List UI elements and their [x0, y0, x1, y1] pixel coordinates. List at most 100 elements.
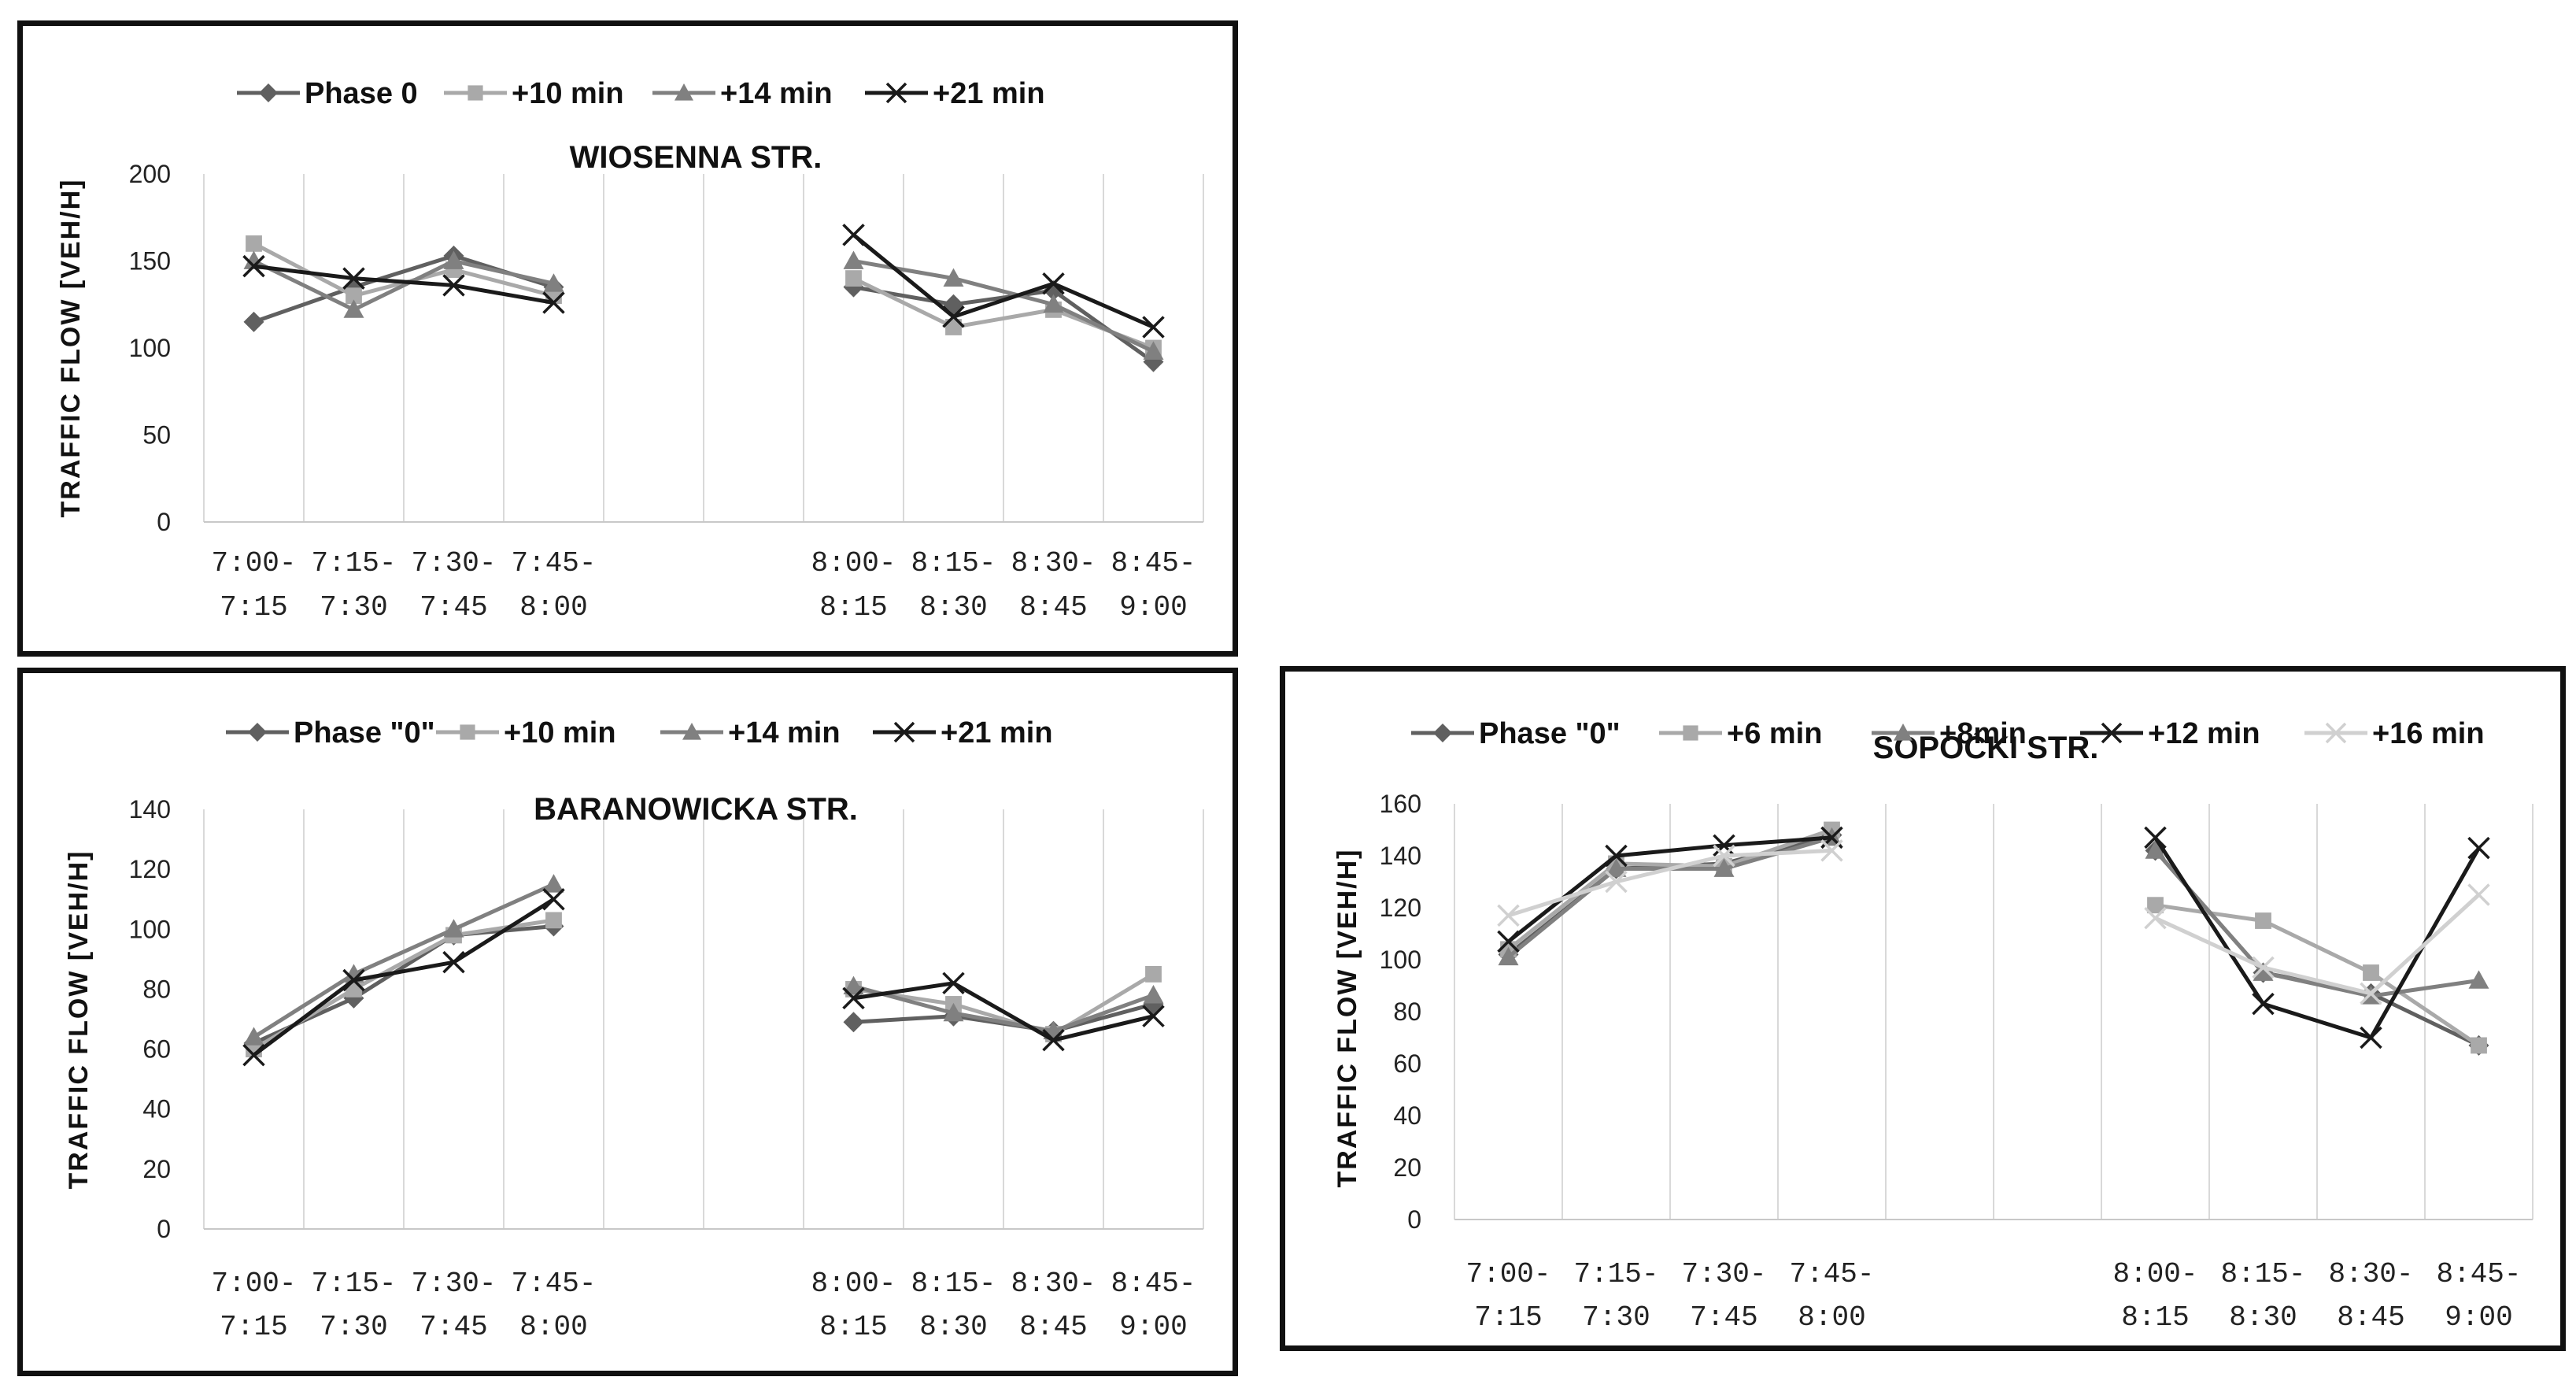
data-point — [543, 273, 564, 292]
y-tick-label: 160 — [1380, 790, 1421, 818]
data-point — [1142, 1005, 1165, 1027]
data-point — [346, 287, 362, 305]
y-tick-label: 200 — [129, 160, 171, 188]
data-point — [243, 311, 264, 332]
data-point — [2360, 1026, 2382, 1049]
x-tick-label: 7:15 — [220, 1311, 287, 1343]
data-point — [442, 950, 465, 974]
legend-marker — [2101, 722, 2123, 744]
y-tick-label: 20 — [142, 1155, 171, 1183]
x-tick-label: 7:45 — [1690, 1301, 1757, 1334]
series-line — [853, 259, 1155, 353]
legend-marker — [468, 85, 483, 101]
data-point — [1497, 930, 1520, 953]
x-tick-label: 9:00 — [1119, 591, 1187, 624]
series-line — [852, 233, 1155, 329]
legend-entry: +6 min — [1727, 717, 1822, 750]
x-tick-label: 8:15 — [819, 591, 887, 624]
data-point — [2360, 982, 2382, 1005]
x-tick-label: 7:45 — [419, 591, 487, 624]
series-line — [253, 264, 554, 305]
x-tick-label: 7:30 — [1582, 1301, 1650, 1334]
x-tick-label: 7:15- — [311, 547, 396, 579]
data-point — [842, 224, 865, 246]
data-point — [1142, 316, 1165, 339]
y-tick-label: 150 — [129, 247, 171, 276]
y-tick-label: 80 — [1393, 998, 1421, 1026]
y-tick-label: 80 — [142, 975, 171, 1003]
series-4 — [1497, 839, 2490, 1005]
legend-entry: +14 min — [720, 77, 833, 110]
x-tick-label: 8:00 — [1798, 1301, 1865, 1334]
legend-entry: +12 min — [2148, 717, 2260, 750]
legend-marker — [248, 723, 267, 742]
x-tick-label: 7:30 — [320, 591, 387, 624]
y-axis-label: TRAFFIC FLOW [VEH/H] — [64, 850, 94, 1190]
data-point — [242, 1043, 265, 1067]
x-tick-label: 7:30- — [1681, 1258, 1766, 1290]
legend-entry: +14 min — [728, 716, 841, 750]
chart-panel-wiosenna: 0 50 100 150 200 7:00- 7:15 7:15- 7:30 7:30- 7:45 7… — [17, 20, 1238, 657]
legend: Phase "0" +6 min +8min +12 min +16 min — [1411, 717, 2485, 750]
x-tick-label: 7:15 — [1474, 1301, 1542, 1334]
legend-entry: +10 min — [504, 716, 616, 750]
chart-sopocki: 0 20 40 60 80 100 120 140 160 7:00- 7:15 7:15- 7:30 7… — [1332, 717, 2533, 1334]
x-tick-label: 8:15 — [819, 1311, 887, 1343]
legend-marker — [885, 82, 907, 104]
data-point — [942, 305, 965, 328]
x-tick-label: 8:15 — [2121, 1301, 2189, 1334]
legend-entry: +8min — [1939, 717, 2027, 750]
x-tick-label: 9:00 — [1119, 1311, 1187, 1343]
series-line — [852, 984, 1155, 1034]
legend: Phase 0 +10 min +14 min +21 min — [237, 77, 1045, 110]
y-tick-label: 60 — [1393, 1049, 1421, 1078]
data-point — [542, 291, 565, 314]
x-tick-label: 8:30- — [1011, 547, 1096, 579]
data-point — [342, 968, 365, 992]
data-point — [2144, 906, 2167, 930]
data-point — [1713, 844, 1735, 868]
legend-entry: Phase 0 — [305, 77, 418, 110]
x-tick-label: 8:00 — [519, 1311, 587, 1343]
y-tick-label: 20 — [1393, 1153, 1421, 1182]
legend-marker — [1433, 724, 1452, 742]
series-line — [253, 898, 555, 1057]
legend-marker — [1683, 725, 1698, 741]
series-line — [253, 882, 555, 1039]
y-tick-label: 120 — [1380, 894, 1421, 922]
series-3 — [242, 887, 1165, 1067]
data-point — [1143, 985, 1164, 1004]
legend-marker — [682, 723, 701, 740]
legend-marker — [893, 721, 915, 743]
x-tick-label: 8:45 — [1019, 591, 1087, 624]
series-line — [2153, 849, 2479, 998]
legend-marker — [259, 83, 278, 102]
data-point — [542, 887, 565, 911]
data-point — [1043, 294, 1064, 313]
x-tick-label: 7:15 — [220, 591, 287, 624]
gridlines — [203, 174, 1204, 523]
legend-entry: +21 min — [941, 716, 1053, 750]
data-point — [1713, 858, 1735, 877]
data-point — [2468, 970, 2489, 989]
legend-entry: Phase "0" — [1479, 717, 1621, 750]
data-point — [2144, 826, 2167, 849]
data-point — [2363, 964, 2379, 981]
data-point — [1605, 870, 1628, 894]
x-tick-label: 8:15- — [911, 1268, 996, 1300]
data-point — [343, 987, 364, 1009]
x-tick-label: 7:15- — [1573, 1258, 1658, 1290]
y-tick-label: 60 — [142, 1035, 171, 1064]
data-point — [246, 235, 262, 252]
series-line — [853, 972, 1155, 1037]
data-point — [442, 274, 465, 297]
legend-entry: +10 min — [512, 77, 624, 110]
x-tick-label: 8:00- — [811, 1268, 896, 1300]
x-tick-label: 8:30 — [2229, 1301, 2297, 1334]
x-tick-label: 7:30- — [411, 1268, 496, 1300]
data-point — [2467, 883, 2490, 906]
legend-marker — [674, 83, 693, 101]
data-point — [543, 874, 564, 893]
x-tick-label: 8:45 — [2337, 1301, 2404, 1334]
chart-title: WIOSENNA STR. — [570, 140, 822, 175]
